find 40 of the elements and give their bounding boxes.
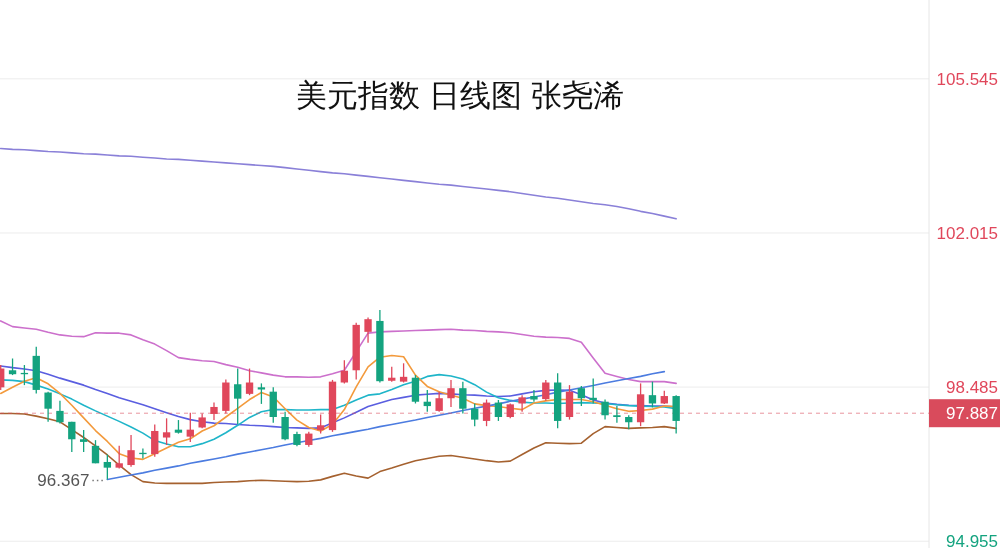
line-series: [0, 320, 677, 385]
line-series: [0, 147, 677, 220]
candlestick: [459, 380, 467, 415]
line-series: [106, 370, 666, 481]
y-tick-label: 98.485: [946, 378, 998, 398]
candlestick: [542, 379, 550, 402]
ref-line-label: 97.887: [946, 404, 998, 424]
candlestick: [151, 423, 159, 458]
candlestick: [494, 399, 503, 422]
candlestick: [577, 385, 586, 407]
candlestick: [648, 380, 657, 409]
y-tick-label: 102.015: [936, 223, 998, 243]
candlestick: [56, 400, 64, 425]
candlestick: [399, 362, 408, 384]
text: 美元指数 日线图 张尧浠: [296, 78, 624, 113]
candlestick: [186, 411, 194, 443]
line-series: [0, 412, 677, 485]
annotation: 96.367: [37, 470, 90, 490]
candlestick: [127, 434, 135, 468]
candlestick: [162, 417, 171, 446]
candlestick: [316, 413, 325, 435]
y-tick-label: 105.545: [936, 69, 998, 89]
candlestick: [471, 402, 479, 427]
candlestick: [435, 391, 443, 413]
candlestick: [281, 411, 289, 441]
candlestick: [482, 398, 491, 427]
candlestick: [115, 445, 123, 470]
candlestick: [613, 405, 621, 424]
candlestick: [245, 367, 254, 396]
candlestick: [518, 394, 526, 413]
candlestick: [530, 389, 538, 403]
y-tick-label: 94.955: [946, 532, 998, 548]
candlestick: [364, 316, 372, 344]
candlestick: [234, 367, 242, 425]
candlestick: [103, 453, 112, 481]
candlestick: [79, 429, 88, 453]
candlestick: [447, 379, 455, 408]
candlestick: [601, 398, 609, 421]
candlestick: [44, 391, 52, 423]
candlestick: [68, 421, 76, 453]
